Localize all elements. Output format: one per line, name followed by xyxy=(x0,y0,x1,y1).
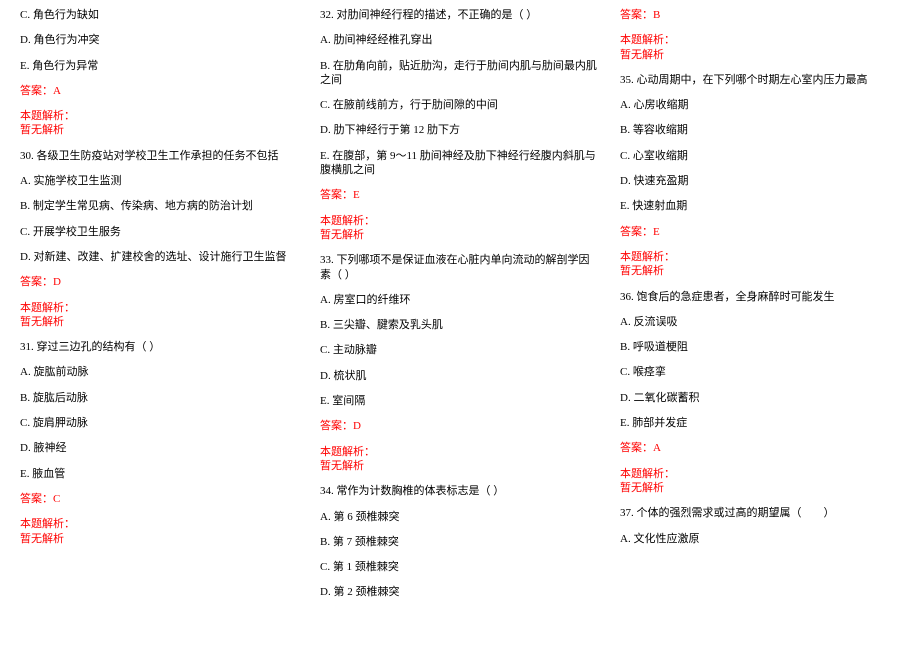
analysis-label: 本题解析： xyxy=(20,110,75,122)
q31-analysis: 本题解析： 暂无解析 xyxy=(20,517,300,546)
q31-option-a: A. 旋肱前动脉 xyxy=(20,365,300,379)
q31-option-e: E. 腋血管 xyxy=(20,467,300,481)
q33-option-b: B. 三尖瓣、腱索及乳头肌 xyxy=(320,318,600,332)
q34-option-b: B. 第 7 颈椎棘突 xyxy=(320,535,600,549)
q32-option-d: D. 肋下神经行于第 12 肋下方 xyxy=(320,123,600,137)
column-3: 答案：B 本题解析： 暂无解析 35. 心动周期中，在下列哪个时期左心室内压力最… xyxy=(620,8,900,643)
q35-analysis: 本题解析： 暂无解析 xyxy=(620,250,900,279)
q30-option-a: A. 实施学校卫生监测 xyxy=(20,174,300,188)
analysis-none: 暂无解析 xyxy=(620,49,664,61)
q34-analysis: 本题解析： 暂无解析 xyxy=(620,33,900,62)
q34-answer: 答案：B xyxy=(620,8,900,22)
q35-option-e: E. 快速射血期 xyxy=(620,199,900,213)
page-columns: C. 角色行为缺如 D. 角色行为冲突 E. 角色行为异常 答案：A 本题解析：… xyxy=(20,8,900,643)
q32-option-b: B. 在肋角向前，贴近肋沟，走行于肋间内肌与肋间最内肌之间 xyxy=(320,59,600,88)
q29-option-d: D. 角色行为冲突 xyxy=(20,33,300,47)
q37-option-a: A. 文化性应激原 xyxy=(620,532,900,546)
q29-answer: 答案：A xyxy=(20,84,300,98)
q36-option-d: D. 二氧化碳蓄积 xyxy=(620,391,900,405)
column-2: 32. 对肋间神经行程的描述，不正确的是（ ） A. 肋间神经经椎孔穿出 B. … xyxy=(320,8,600,643)
q35-option-c: C. 心室收缩期 xyxy=(620,149,900,163)
analysis-none: 暂无解析 xyxy=(620,265,664,277)
q33-option-a: A. 房室口的纤维环 xyxy=(320,293,600,307)
q36-stem: 36. 饱食后的急症患者，全身麻醉时可能发生 xyxy=(620,290,900,304)
q34-option-c: C. 第 1 颈椎棘突 xyxy=(320,560,600,574)
column-1: C. 角色行为缺如 D. 角色行为冲突 E. 角色行为异常 答案：A 本题解析：… xyxy=(20,8,300,643)
q30-answer: 答案：D xyxy=(20,275,300,289)
q29-option-e: E. 角色行为异常 xyxy=(20,59,300,73)
q30-option-c: C. 开展学校卫生服务 xyxy=(20,225,300,239)
q30-analysis: 本题解析： 暂无解析 xyxy=(20,301,300,330)
q31-option-b: B. 旋肱后动脉 xyxy=(20,391,300,405)
q34-option-d: D. 第 2 颈椎棘突 xyxy=(320,585,600,599)
q35-option-b: B. 等容收缩期 xyxy=(620,123,900,137)
analysis-label: 本题解析： xyxy=(320,215,375,227)
q31-option-d: D. 腋神经 xyxy=(20,441,300,455)
q33-stem: 33. 下列哪项不是保证血液在心脏内单向流动的解剖学因素（ ） xyxy=(320,253,600,282)
q31-answer: 答案：C xyxy=(20,492,300,506)
q36-option-c: C. 喉痉挛 xyxy=(620,365,900,379)
q37-stem: 37. 个体的强烈需求或过高的期望属（ ） xyxy=(620,506,900,520)
q33-analysis: 本题解析： 暂无解析 xyxy=(320,445,600,474)
q33-option-e: E. 室间隔 xyxy=(320,394,600,408)
analysis-none: 暂无解析 xyxy=(620,482,664,494)
q34-stem: 34. 常作为计数胸椎的体表标志是（ ） xyxy=(320,484,600,498)
q36-option-e: E. 肺部并发症 xyxy=(620,416,900,430)
q29-option-c: C. 角色行为缺如 xyxy=(20,8,300,22)
analysis-label: 本题解析： xyxy=(620,34,675,46)
q32-stem: 32. 对肋间神经行程的描述，不正确的是（ ） xyxy=(320,8,600,22)
q33-answer: 答案：D xyxy=(320,419,600,433)
analysis-none: 暂无解析 xyxy=(20,124,64,136)
q34-option-a: A. 第 6 颈椎棘突 xyxy=(320,510,600,524)
analysis-none: 暂无解析 xyxy=(320,460,364,472)
analysis-none: 暂无解析 xyxy=(20,316,64,328)
q36-answer: 答案：A xyxy=(620,441,900,455)
q35-stem: 35. 心动周期中，在下列哪个时期左心室内压力最高 xyxy=(620,73,900,87)
q31-stem: 31. 穿过三边孔的结构有（ ） xyxy=(20,340,300,354)
q32-answer: 答案：E xyxy=(320,188,600,202)
q33-option-c: C. 主动脉瓣 xyxy=(320,343,600,357)
q35-option-a: A. 心房收缩期 xyxy=(620,98,900,112)
q32-option-c: C. 在腋前线前方，行于肋间隙的中间 xyxy=(320,98,600,112)
q30-option-d: D. 对新建、改建、扩建校舍的选址、设计施行卫生监督 xyxy=(20,250,300,264)
q35-answer: 答案：E xyxy=(620,225,900,239)
q29-analysis: 本题解析： 暂无解析 xyxy=(20,109,300,138)
q36-analysis: 本题解析： 暂无解析 xyxy=(620,467,900,496)
q36-option-b: B. 呼吸道梗阻 xyxy=(620,340,900,354)
q30-stem: 30. 各级卫生防疫站对学校卫生工作承担的任务不包括 xyxy=(20,149,300,163)
analysis-none: 暂无解析 xyxy=(20,533,64,545)
q35-option-d: D. 快速充盈期 xyxy=(620,174,900,188)
q32-option-e: E. 在腹部，第 9～11 肋间神经及肋下神经行经腹内斜肌与腹横肌之间 xyxy=(320,149,600,178)
q32-analysis: 本题解析： 暂无解析 xyxy=(320,214,600,243)
analysis-label: 本题解析： xyxy=(620,468,675,480)
q36-option-a: A. 反流误吸 xyxy=(620,315,900,329)
analysis-label: 本题解析： xyxy=(620,251,675,263)
q32-option-a: A. 肋间神经经椎孔穿出 xyxy=(320,33,600,47)
q31-option-c: C. 旋肩胛动脉 xyxy=(20,416,300,430)
analysis-label: 本题解析： xyxy=(20,518,75,530)
analysis-label: 本题解析： xyxy=(20,302,75,314)
q30-option-b: B. 制定学生常见病、传染病、地方病的防治计划 xyxy=(20,199,300,213)
analysis-none: 暂无解析 xyxy=(320,229,364,241)
analysis-label: 本题解析： xyxy=(320,446,375,458)
q33-option-d: D. 梳状肌 xyxy=(320,369,600,383)
